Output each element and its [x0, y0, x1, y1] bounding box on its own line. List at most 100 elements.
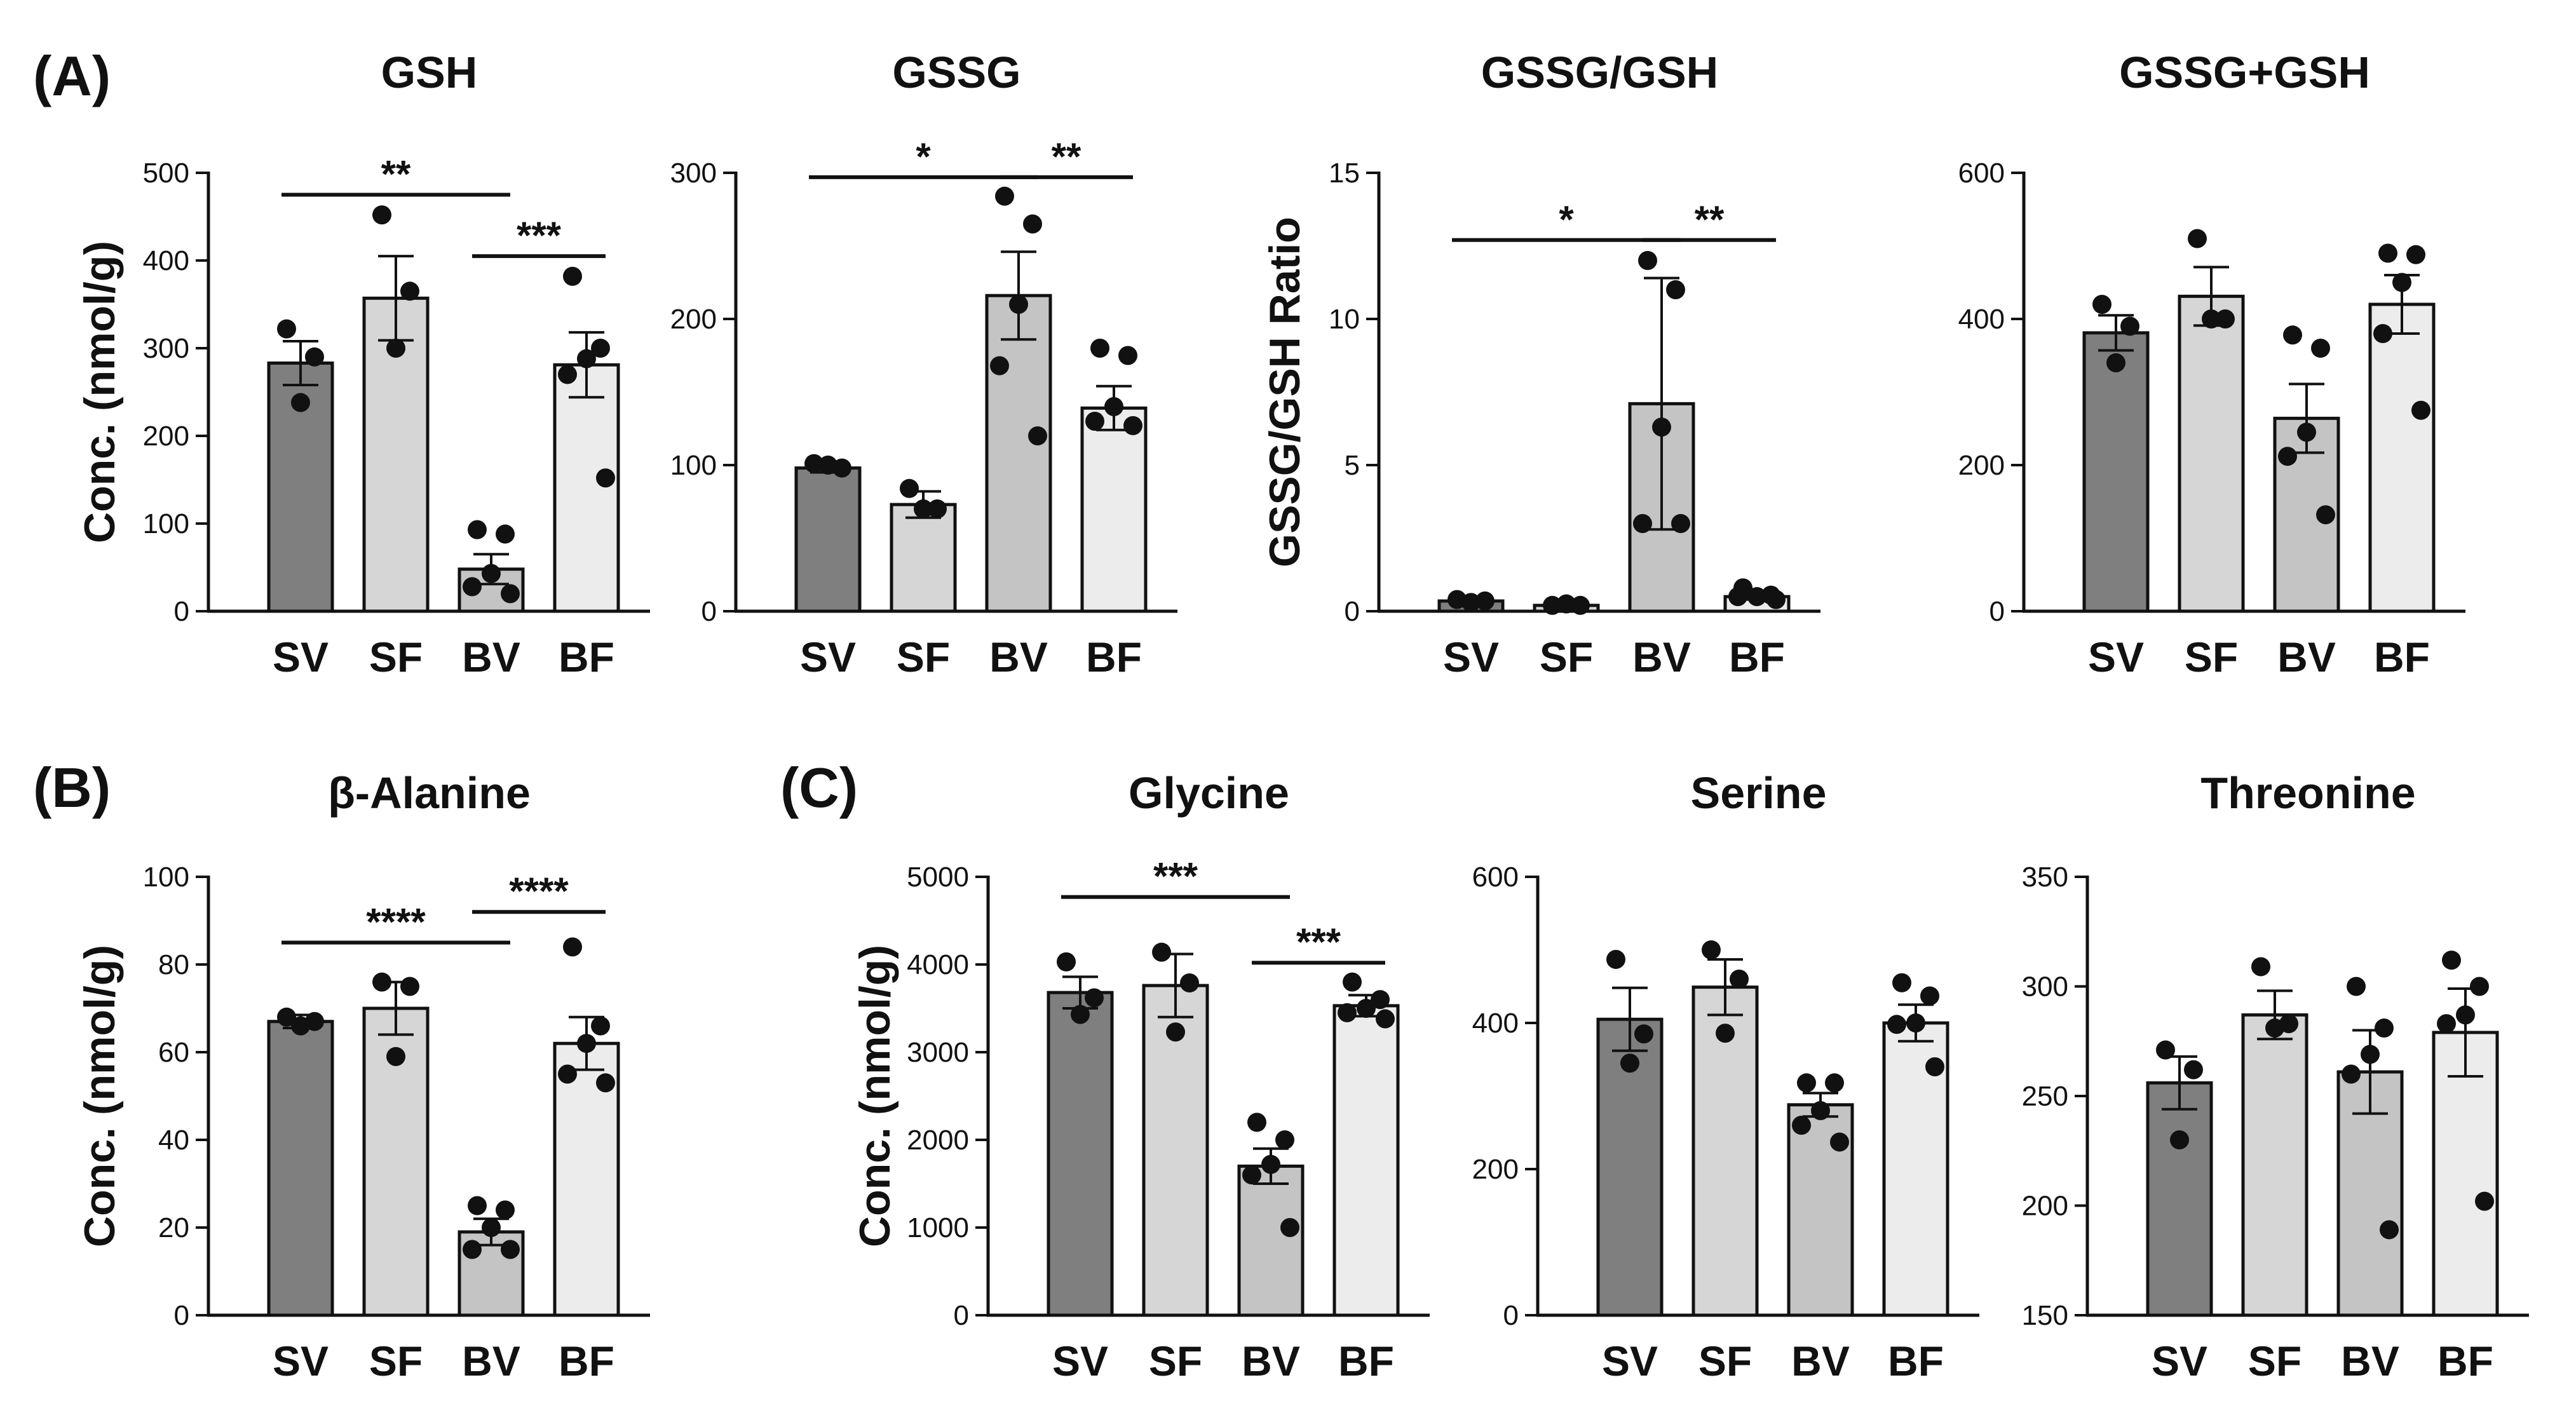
y-tick-label: 5000	[907, 862, 969, 893]
data-point	[1104, 397, 1123, 416]
data-point	[291, 1016, 310, 1036]
category-label: SV	[1602, 1337, 1658, 1384]
data-point	[1830, 1132, 1849, 1152]
data-point	[291, 393, 310, 412]
significance-label: **	[1052, 135, 1081, 178]
data-point	[818, 456, 837, 475]
significance-label: ***	[517, 214, 562, 257]
bar-sv	[794, 466, 862, 613]
chart-title: Threonine	[2200, 768, 2415, 818]
data-point	[558, 365, 577, 384]
data-point	[1792, 1116, 1811, 1135]
data-point	[1357, 999, 1376, 1018]
category-label: BF	[1338, 1337, 1394, 1384]
y-tick-label: 150	[2022, 1300, 2068, 1331]
bar-sf	[2241, 1013, 2308, 1317]
data-point	[2188, 229, 2207, 248]
data-point	[2378, 243, 2397, 263]
data-point	[577, 349, 596, 369]
data-point	[900, 478, 919, 498]
data-point	[1461, 593, 1481, 613]
bar-sf	[2178, 294, 2245, 613]
bar-bv	[985, 294, 1052, 613]
category-label: SV	[273, 633, 329, 680]
data-point	[468, 1196, 487, 1215]
data-point	[2442, 951, 2461, 970]
data-point	[463, 1240, 482, 1259]
y-tick-label: 40	[158, 1125, 189, 1156]
chart-6: Serine 0 200 400 600 SV SF BV BF	[1472, 768, 1979, 1384]
significance-label: ****	[366, 901, 426, 944]
y-tick-label: 100	[143, 862, 189, 893]
y-tick-label: 15	[1329, 158, 1360, 189]
category-label: SF	[897, 633, 950, 680]
data-point	[1280, 1218, 1299, 1237]
data-point	[928, 499, 947, 518]
data-point	[2392, 273, 2411, 292]
data-point	[990, 356, 1009, 376]
y-tick-label: 0	[1990, 596, 2005, 627]
chart-title: β-Alanine	[328, 768, 531, 818]
data-point	[1376, 1009, 1395, 1029]
data-point	[563, 266, 582, 286]
data-point	[1338, 1003, 1357, 1022]
data-point	[1057, 952, 1076, 971]
data-point	[1371, 990, 1390, 1010]
category-label: BF	[2437, 1337, 2493, 1384]
data-point	[995, 186, 1014, 206]
chart-0: GSH Conc. (nmol/g) 0 100 200 300 400 500 SV SF BV B…	[76, 48, 650, 680]
category-label: SF	[1698, 1337, 1752, 1384]
data-point	[591, 1016, 610, 1036]
data-point	[1766, 590, 1786, 609]
bar-sv	[267, 1020, 334, 1317]
data-point	[1543, 595, 1562, 615]
data-point	[2120, 316, 2139, 336]
data-point	[1652, 417, 1671, 437]
data-point	[577, 1034, 596, 1053]
chart-7: Threonine 150 200 250 300 350 SV SF BV BF	[2022, 768, 2529, 1384]
y-tick-label: 600	[1472, 862, 1519, 893]
category-label: SV	[2152, 1337, 2207, 1384]
data-point	[277, 1007, 296, 1027]
category-label: BV	[989, 633, 1048, 680]
data-point	[1023, 214, 1042, 234]
data-point	[2470, 977, 2489, 996]
bar-sf	[890, 503, 957, 613]
category-label: BV	[2277, 633, 2336, 680]
data-point	[2265, 1019, 2284, 1038]
category-label: BV	[1242, 1337, 1300, 1384]
data-point	[2283, 325, 2302, 345]
significance-label: ****	[509, 870, 569, 912]
category-label: BV	[462, 1337, 520, 1384]
data-point	[386, 339, 405, 358]
data-point	[1275, 1130, 1294, 1149]
y-tick-label: 60	[158, 1037, 189, 1068]
data-point	[2406, 245, 2425, 264]
data-point	[1242, 1165, 1261, 1185]
chart-5: Glycine Conc. (nmol/g) 0 1000 2000 3000 4000 50…	[851, 768, 1430, 1384]
data-point	[2347, 977, 2366, 996]
data-point	[596, 1073, 615, 1093]
bar-sv	[2146, 1081, 2213, 1317]
data-point	[1728, 587, 1747, 606]
data-point	[2184, 1060, 2203, 1080]
data-point	[1090, 339, 1109, 358]
category-label: SF	[2248, 1337, 2301, 1384]
y-tick-label: 350	[2022, 862, 2068, 893]
data-point	[804, 454, 824, 473]
data-point	[2311, 339, 2330, 358]
significance-label: ***	[1153, 855, 1198, 898]
category-label: SF	[1540, 633, 1593, 680]
category-label: SV	[1052, 1337, 1108, 1384]
y-tick-label: 0	[1503, 1300, 1519, 1331]
category-label: SV	[1443, 633, 1499, 680]
category-label: BV	[1791, 1337, 1850, 1384]
data-point	[1702, 940, 1721, 959]
data-point	[496, 524, 515, 544]
data-point	[305, 347, 324, 367]
y-tick-label: 4000	[907, 949, 969, 980]
data-point	[463, 577, 482, 597]
y-tick-label: 200	[143, 421, 189, 452]
y-axis-label: GSSG/GSH Ratio	[1261, 217, 1309, 567]
data-point	[1123, 416, 1142, 435]
